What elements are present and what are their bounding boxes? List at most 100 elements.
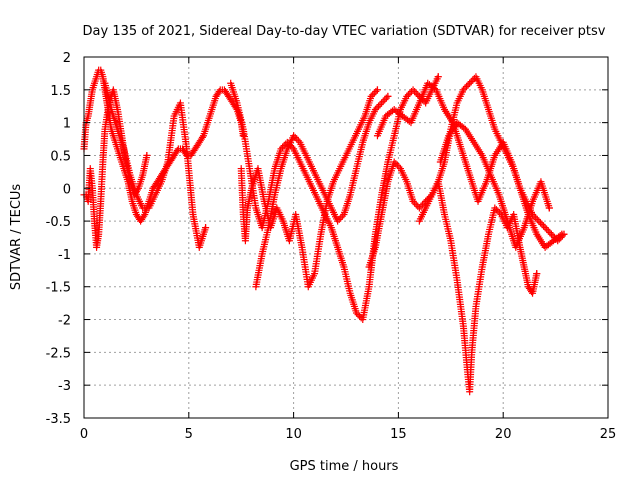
series-arc-9 (415, 178, 541, 396)
x-tick-label: 20 (495, 427, 512, 442)
data-point (381, 96, 389, 104)
data-point (411, 87, 419, 95)
y-tick-label: 0 (63, 182, 71, 197)
data-point (215, 87, 223, 95)
data-point (533, 270, 541, 278)
data-point (403, 92, 411, 100)
data-point (464, 81, 472, 89)
data-point (202, 224, 210, 232)
data-point (544, 227, 552, 235)
data-point (373, 86, 381, 94)
data-point (335, 215, 343, 223)
data-point (293, 135, 301, 143)
data-point (374, 102, 382, 110)
data-point (140, 212, 148, 220)
y-tick-label: -3.5 (46, 412, 71, 427)
data-point (540, 222, 548, 230)
x-axis-label: GPS time / hours (290, 459, 399, 474)
y-tick-label: -2 (58, 314, 71, 329)
data-point (373, 104, 381, 112)
data-point (409, 86, 417, 94)
data-point (376, 101, 384, 109)
x-tick-labels: 0 5 10 15 20 25 (80, 427, 616, 442)
data-point (334, 217, 342, 225)
data-point (198, 133, 206, 141)
data-point (409, 197, 417, 205)
data-point (382, 94, 390, 102)
y-tick-label: 1.5 (50, 84, 71, 99)
data-point (371, 106, 379, 114)
y-tick-label: 2 (63, 51, 71, 66)
y-axis-label: SDTVAR / TECUs (9, 184, 24, 291)
x-tick-label: 5 (185, 427, 193, 442)
data-point (412, 89, 420, 97)
data-point (532, 214, 540, 222)
y-tick-label: -0.5 (46, 215, 71, 230)
data-point (543, 225, 551, 233)
data-point (419, 201, 427, 209)
data-point (370, 89, 378, 97)
data-point (393, 161, 401, 169)
data-point (392, 160, 400, 168)
data-point (404, 91, 412, 99)
data-point (547, 230, 555, 238)
data-point (395, 163, 403, 171)
x-tick-label: 15 (390, 427, 407, 442)
data-point (173, 147, 181, 155)
data-point (280, 142, 288, 150)
data-point (412, 201, 420, 209)
y-tick-label: 0.5 (50, 149, 71, 164)
data-point (337, 214, 345, 222)
y-tick-label: 1 (63, 117, 71, 132)
series-arc-7 (365, 73, 568, 271)
data-point (390, 158, 398, 166)
data-point (291, 133, 299, 141)
data-point (541, 224, 549, 232)
data-point (538, 220, 546, 228)
data-point (536, 219, 544, 227)
y-tick-label: -2.5 (46, 346, 71, 361)
data-point (277, 145, 285, 153)
data-point (290, 132, 298, 140)
series-arc-4 (227, 73, 442, 324)
y-tick-label: -1.5 (46, 281, 71, 296)
data-point (294, 137, 302, 145)
data-point (459, 86, 467, 94)
plot-frame (83, 56, 609, 419)
data-point (369, 91, 377, 99)
data-point (378, 99, 386, 107)
data-point (546, 229, 554, 237)
y-tick-label: -3 (58, 379, 71, 394)
data-point (461, 84, 469, 92)
data-point (430, 85, 438, 93)
x-tick-label: 0 (80, 427, 88, 442)
data-points (80, 66, 568, 396)
data-point (338, 212, 346, 220)
data-point (434, 73, 442, 81)
data-point (352, 309, 360, 317)
data-point (356, 312, 364, 320)
data-point (411, 199, 419, 207)
data-point (143, 151, 151, 159)
x-tick-label: 25 (600, 427, 617, 442)
series-arc-3 (101, 79, 210, 251)
y-tick-labels: 2 1.5 1 0.5 0 -0.5 -1 -1.5 -2 -2.5 -3 -3.5 (46, 51, 71, 427)
data-point (384, 92, 392, 100)
series-arc-6 (252, 92, 392, 291)
x-tick-label: 10 (285, 427, 302, 442)
data-point (463, 83, 471, 91)
series-arc-2 (80, 86, 151, 251)
data-point (558, 230, 566, 238)
data-point (467, 78, 475, 86)
data-point (367, 92, 375, 100)
data-point (466, 79, 474, 87)
series-arc-10 (436, 119, 553, 251)
data-point (533, 215, 541, 223)
chart-title: Day 135 of 2021, Sidereal Day-to-day VTE… (83, 24, 606, 39)
data-point (372, 87, 380, 95)
data-point (494, 207, 502, 215)
data-point (545, 204, 553, 212)
data-point (379, 97, 387, 105)
data-point (491, 204, 499, 212)
